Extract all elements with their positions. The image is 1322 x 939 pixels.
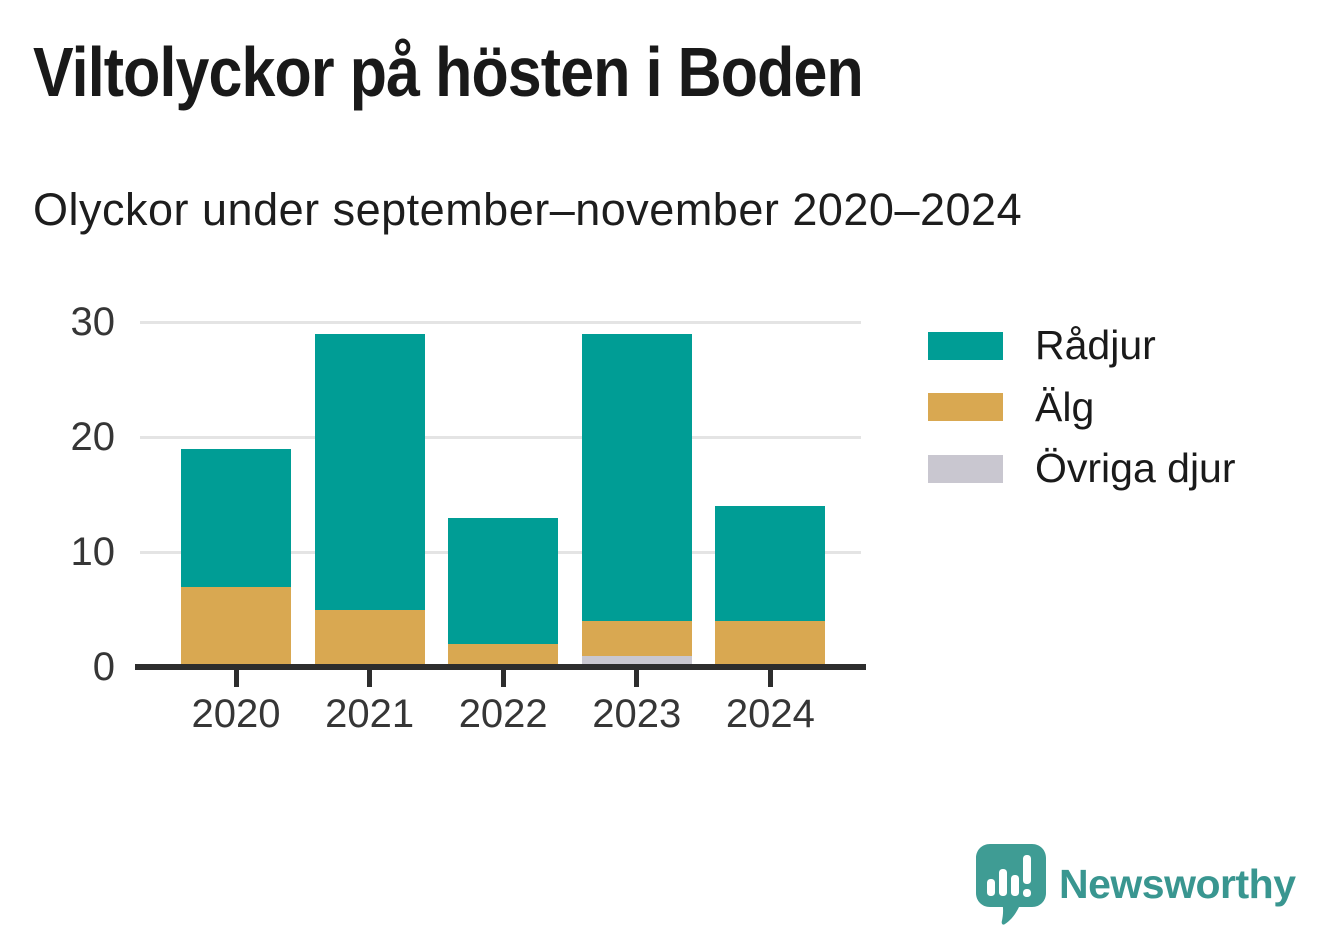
legend-item-övriga-djur: Övriga djur	[928, 438, 1236, 500]
x-axis-tick-2020	[233, 670, 239, 687]
x-axis-tick-2023	[634, 670, 640, 687]
y-axis-tick-label-20: 20	[70, 415, 116, 459]
chart-subtitle: Olyckor under september–november 2020–20…	[33, 184, 1023, 235]
bar-segment-2021-rådjur	[314, 333, 425, 610]
x-axis-line	[135, 664, 866, 670]
legend-label-älg: Älg	[1035, 383, 1095, 430]
chart-title: Viltolyckor på hösten i Boden	[33, 33, 864, 111]
bar-segment-2024-älg	[715, 621, 826, 667]
legend-item-älg: Älg	[928, 377, 1236, 439]
x-axis-tick-2021	[367, 670, 373, 687]
bar-segment-2023-övriga-djur	[581, 655, 692, 667]
x-axis-tick-2022	[500, 670, 506, 687]
x-axis-tick-label-2022: 2022	[458, 692, 548, 736]
logo-exclamation-stem	[1023, 855, 1031, 884]
plot-area: 0 10 20 30 2020 2021 2022 2023 2024	[71, 300, 866, 736]
brand-wordmark: Newsworthy	[1059, 860, 1296, 907]
logo-bar-1	[987, 879, 995, 896]
legend-swatch-rådjur	[928, 331, 1003, 360]
bar-segment-2022-älg	[448, 644, 559, 667]
y-axis-tick-label-10: 10	[70, 530, 116, 574]
x-axis-tick-label-2021: 2021	[325, 692, 415, 736]
legend-item-rådjur: Rådjur	[928, 315, 1236, 377]
legend-swatch-övriga-djur	[928, 454, 1003, 483]
bar-segment-2021-älg	[314, 609, 425, 667]
bar-segment-2022-rådjur	[448, 517, 559, 644]
x-axis-tick-label-2024: 2024	[725, 692, 815, 736]
legend: Rådjur Älg Övriga djur	[928, 315, 1236, 500]
gridline-y-30	[140, 320, 861, 324]
y-axis-tick-label-30: 30	[70, 300, 116, 344]
legend-swatch-älg	[928, 393, 1003, 422]
bar-segment-2023-älg	[581, 621, 692, 656]
logo-bar-3	[1011, 875, 1019, 896]
legend-label-rådjur: Rådjur	[1035, 322, 1156, 369]
brand-footer: Newsworthy	[975, 843, 1296, 925]
logo-exclamation-dot	[1023, 889, 1031, 897]
y-axis-tick-label-0: 0	[92, 645, 115, 689]
legend-label-övriga-djur: Övriga djur	[1035, 445, 1236, 492]
bar-segment-2024-rådjur	[715, 506, 826, 621]
newsworthy-logo-icon	[976, 844, 1046, 925]
x-axis-tick-label-2020: 2020	[191, 692, 281, 736]
bar-segment-2023-rådjur	[581, 333, 692, 621]
bar-segment-2020-älg	[181, 586, 291, 667]
logo-bar-2	[999, 869, 1007, 896]
gridline-y-20	[140, 435, 861, 439]
bar-segment-2020-rådjur	[181, 448, 291, 587]
x-axis-tick-label-2023: 2023	[592, 692, 682, 736]
x-axis-tick-2024	[767, 670, 773, 687]
